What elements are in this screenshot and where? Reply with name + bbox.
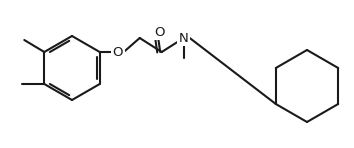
Text: N: N (179, 32, 189, 45)
Text: O: O (154, 25, 165, 38)
Text: O: O (113, 45, 123, 58)
